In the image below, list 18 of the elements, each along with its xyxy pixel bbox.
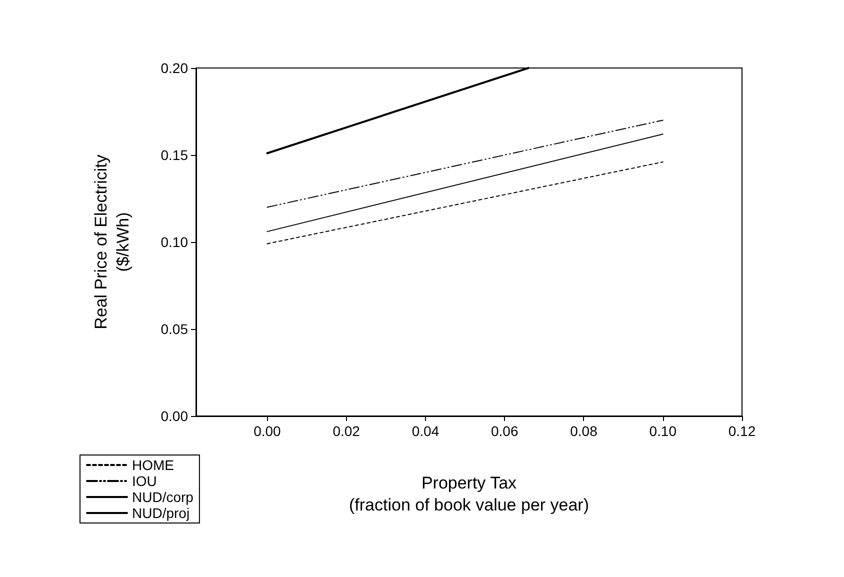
x-tick-label: 0.02 — [332, 423, 360, 439]
y-tick-label: 0.05 — [160, 321, 188, 337]
legend-label: HOME — [132, 457, 174, 473]
x-tick-label: 0.12 — [728, 423, 756, 439]
x-tick-label: 0.06 — [490, 423, 518, 439]
x-tick-label: 0.00 — [254, 423, 282, 439]
legend-label: NUD/proj — [132, 505, 190, 521]
y-tick-label: 0.10 — [160, 234, 188, 250]
x-tick-label: 0.04 — [412, 423, 440, 439]
legend-label: IOU — [132, 473, 157, 489]
x-axis-title: Property Tax (fraction of book value per year) — [348, 474, 590, 514]
y-axis-title: Real Price of Electricity ($/kWh) — [92, 154, 132, 330]
x-tick-label: 0.08 — [570, 423, 598, 439]
y-tick-label: 0.00 — [160, 408, 188, 424]
legend-label: NUD/corp — [132, 489, 194, 505]
y-tick-label: 0.15 — [160, 147, 188, 163]
y-tick-label: 0.20 — [160, 60, 188, 76]
x-tick-label: 0.10 — [649, 423, 677, 439]
